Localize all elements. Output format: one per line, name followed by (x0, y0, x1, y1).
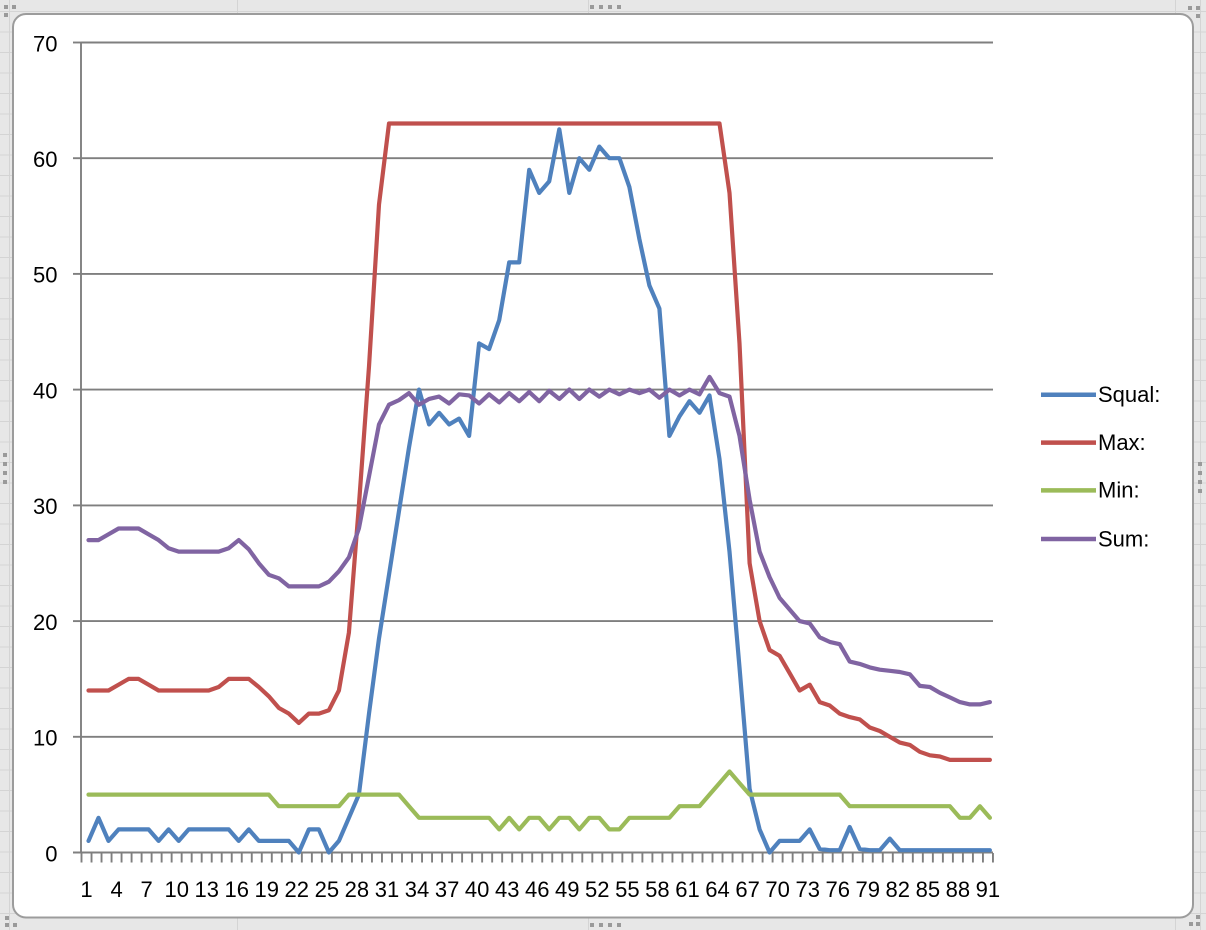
svg-text:28: 28 (345, 877, 369, 902)
svg-text:16: 16 (224, 877, 248, 902)
svg-text:43: 43 (495, 877, 519, 902)
svg-text:91: 91 (976, 877, 1000, 902)
svg-text:Squal:: Squal: (1098, 382, 1160, 407)
svg-text:49: 49 (555, 877, 579, 902)
svg-text:52: 52 (585, 877, 609, 902)
svg-text:79: 79 (856, 877, 880, 902)
svg-text:61: 61 (675, 877, 699, 902)
svg-text:10: 10 (33, 726, 57, 751)
svg-text:Max:: Max: (1098, 430, 1146, 455)
svg-text:7: 7 (140, 877, 152, 902)
svg-text:30: 30 (33, 494, 57, 519)
svg-text:58: 58 (645, 877, 669, 902)
svg-text:22: 22 (285, 877, 309, 902)
svg-text:40: 40 (33, 378, 57, 403)
svg-text:85: 85 (916, 877, 940, 902)
svg-text:73: 73 (795, 877, 819, 902)
svg-text:25: 25 (315, 877, 339, 902)
svg-text:1: 1 (80, 877, 92, 902)
svg-text:0: 0 (45, 841, 57, 866)
svg-text:64: 64 (705, 877, 729, 902)
svg-text:82: 82 (886, 877, 910, 902)
svg-text:20: 20 (33, 610, 57, 635)
svg-text:19: 19 (255, 877, 279, 902)
svg-text:46: 46 (525, 877, 549, 902)
svg-text:31: 31 (375, 877, 399, 902)
svg-text:55: 55 (615, 877, 639, 902)
svg-text:88: 88 (946, 877, 970, 902)
svg-text:37: 37 (435, 877, 459, 902)
svg-text:34: 34 (405, 877, 429, 902)
svg-text:10: 10 (164, 877, 188, 902)
svg-text:Min:: Min: (1098, 478, 1140, 503)
svg-text:67: 67 (735, 877, 759, 902)
svg-text:4: 4 (110, 877, 122, 902)
svg-text:50: 50 (33, 263, 57, 288)
svg-text:70: 70 (33, 31, 57, 56)
svg-text:40: 40 (465, 877, 489, 902)
svg-text:76: 76 (825, 877, 849, 902)
svg-text:Sum:: Sum: (1098, 526, 1149, 551)
svg-text:70: 70 (765, 877, 789, 902)
svg-text:60: 60 (33, 147, 57, 172)
svg-text:13: 13 (194, 877, 218, 902)
